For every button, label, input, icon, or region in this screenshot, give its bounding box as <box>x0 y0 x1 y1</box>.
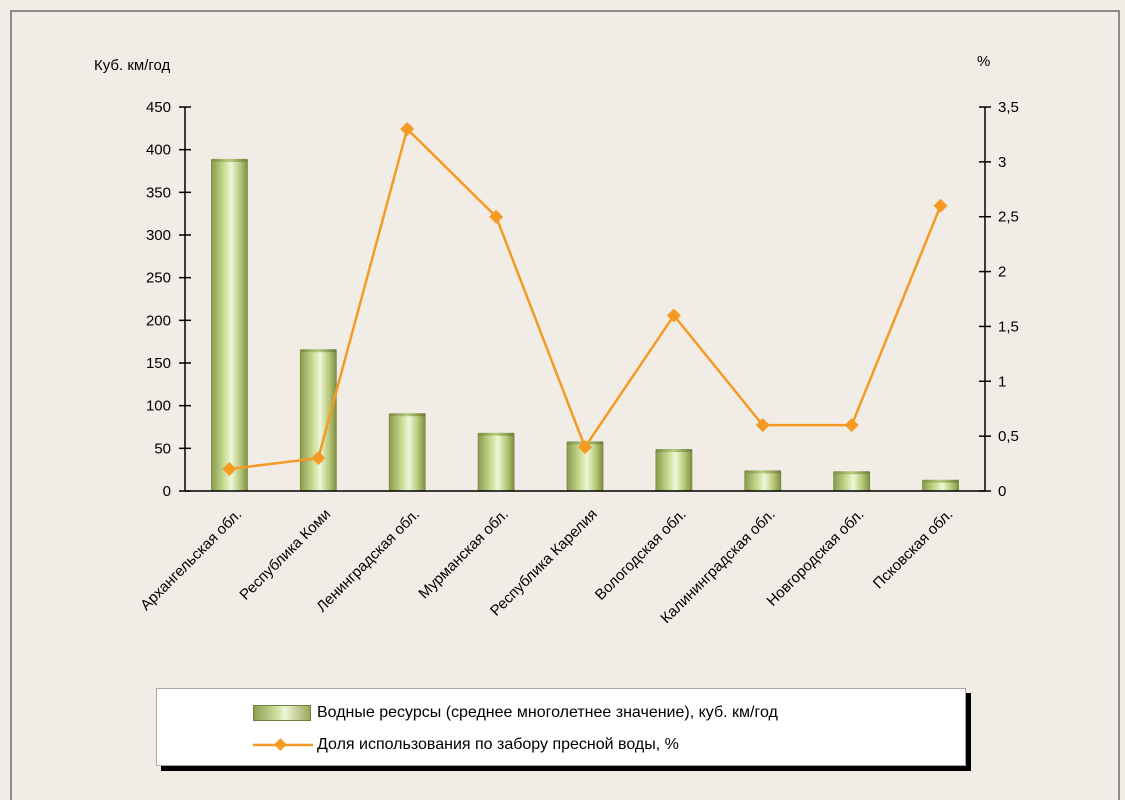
left-tick-label: 0 <box>163 483 171 500</box>
line-point <box>844 418 859 433</box>
x-tick-label: Ленинградская обл. <box>313 506 423 616</box>
legend-item-usage-share: Доля использования по забору пресной вод… <box>253 730 679 760</box>
bar <box>477 433 515 492</box>
legend-label-water-resources: Водные ресурсы (среднее многолетнее знач… <box>317 704 778 721</box>
line-point <box>400 121 415 136</box>
line-point <box>666 308 681 323</box>
x-tick-label: Новгородская обл. <box>764 506 868 610</box>
bar-cap <box>655 449 692 453</box>
right-axis-label: % <box>977 53 990 70</box>
x-axis-labels: Архангельская обл.Республика КомиЛенингр… <box>137 506 956 627</box>
bar-cap <box>922 479 959 483</box>
left-tick-label: 350 <box>146 184 171 201</box>
x-tick-label: Вологодская обл. <box>592 506 690 604</box>
left-tick-label: 200 <box>146 312 171 329</box>
bar <box>299 349 337 492</box>
x-tick-label: Республика Коми <box>236 506 334 604</box>
cropped-caption-strip <box>0 0 1125 10</box>
bar-cap <box>833 471 870 475</box>
bar-cap <box>300 349 337 353</box>
line-point <box>755 418 770 433</box>
right-tick-label: 0,5 <box>998 428 1019 445</box>
chart-legend: Водные ресурсы (среднее многолетнее знач… <box>156 688 966 766</box>
left-axis: 0 50 100 150 200 250 300 350 400 450 <box>146 99 191 500</box>
line-point <box>489 209 504 224</box>
bar <box>211 159 248 492</box>
x-tick-label: Псковская обл. <box>870 506 957 593</box>
right-tick-label: 1 <box>998 373 1006 390</box>
bar-cap <box>744 470 781 474</box>
legend-item-water-resources: Водные ресурсы (среднее многолетнее знач… <box>253 698 778 728</box>
left-tick-label: 300 <box>146 227 171 244</box>
combo-chart: Куб. км/год % 0 50 100 150 200 250 300 350 400 45… <box>94 53 1019 627</box>
bar <box>744 470 782 492</box>
line-point <box>933 198 948 213</box>
legend-label-usage-share: Доля использования по забору пресной вод… <box>317 736 679 753</box>
line-series <box>222 121 948 477</box>
right-tick-label: 2 <box>998 264 1006 281</box>
left-tick-label: 400 <box>146 142 171 159</box>
left-axis-label: Куб. км/год <box>94 57 171 74</box>
right-tick-label: 2,5 <box>998 209 1019 226</box>
left-tick-label: 50 <box>154 440 171 457</box>
line-point <box>222 462 237 477</box>
legend-line-swatch <box>253 738 313 752</box>
bar <box>833 471 871 492</box>
left-tick-label: 150 <box>146 355 171 372</box>
bar-cap <box>478 432 515 436</box>
bar-series <box>211 158 959 492</box>
left-tick-label: 100 <box>146 398 171 415</box>
chart-frame <box>10 10 1120 800</box>
legend-bar-swatch <box>253 705 311 721</box>
bar-cap <box>211 158 248 162</box>
right-tick-label: 3 <box>998 154 1006 171</box>
line-point <box>578 440 592 455</box>
left-tick-label: 250 <box>146 270 171 287</box>
left-tick-label: 450 <box>146 99 171 116</box>
bar-cap <box>389 413 426 417</box>
right-tick-label: 3,5 <box>998 99 1019 116</box>
bar <box>388 413 426 492</box>
line-point <box>311 451 326 466</box>
right-tick-label: 0 <box>998 483 1006 500</box>
x-tick-label: Мурманская обл. <box>415 506 512 603</box>
right-tick-label: 1,5 <box>998 318 1019 335</box>
x-tick-label: Архангельская обл. <box>137 506 245 614</box>
bar <box>655 449 693 492</box>
